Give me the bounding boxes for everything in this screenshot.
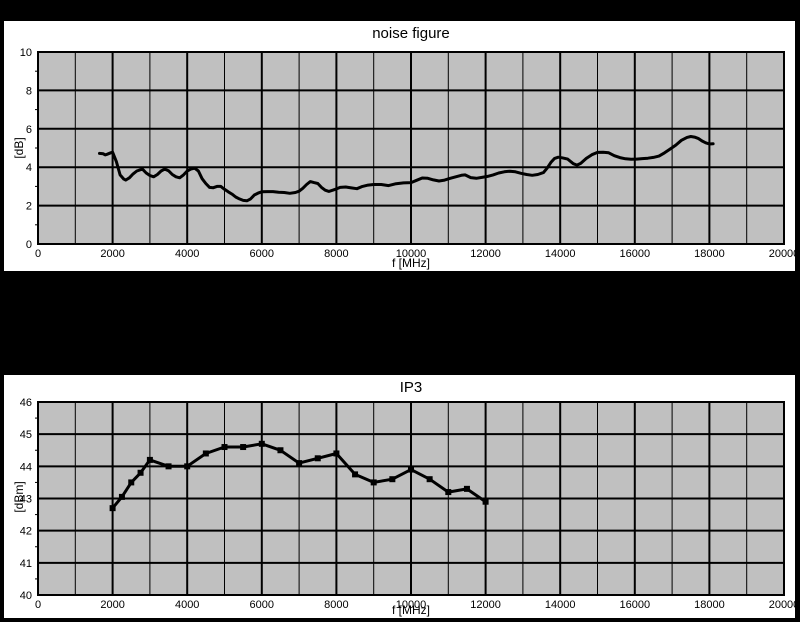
data-line-noise-figure xyxy=(98,135,715,203)
x-tick-label: 6000 xyxy=(250,599,274,611)
data-point-marker xyxy=(277,447,284,454)
y-tick-label: 4 xyxy=(26,162,32,174)
data-point-marker xyxy=(352,471,359,478)
data-point-marker xyxy=(165,463,172,470)
data-point-marker xyxy=(296,460,303,467)
data-point-marker xyxy=(184,463,191,470)
x-tick-label: 2000 xyxy=(100,599,124,611)
y-tick-label: 45 xyxy=(20,429,32,441)
y-tick-label: 2 xyxy=(26,201,32,213)
data-point-marker xyxy=(258,440,265,447)
data-point-marker xyxy=(445,489,452,496)
x-tick-label: 14000 xyxy=(545,248,576,260)
x-tick-label: 0 xyxy=(35,248,41,260)
y-tick-label: 41 xyxy=(20,558,32,570)
data-point-marker xyxy=(463,485,470,492)
x-tick-label: 20000 xyxy=(769,248,800,260)
y-tick-label: 40 xyxy=(20,590,32,602)
x-tick-label: 8000 xyxy=(324,248,348,260)
y-tick-label: 8 xyxy=(26,85,32,97)
ip3-x-axis-label: f [MHz] xyxy=(392,603,430,617)
data-point-marker xyxy=(221,444,228,451)
x-tick-label: 14000 xyxy=(545,599,576,611)
data-point-marker xyxy=(426,476,433,483)
data-point-marker xyxy=(118,493,125,500)
x-tick-label: 4000 xyxy=(175,599,199,611)
data-point-marker xyxy=(408,466,414,473)
x-tick-label: 6000 xyxy=(250,248,274,260)
x-tick-label: 10000 xyxy=(396,248,427,260)
noise-figure-chart: 0 2 4 6 8 10 0 2000 4000 6000 8000 10000 12000 14000 1… xyxy=(20,47,800,260)
y-tick-label: 10 xyxy=(20,47,32,59)
data-point-marker xyxy=(137,469,144,476)
noise-figure-panel: noise figure [dB] 0 2 4 6 8 10 0 2000 4000 6000 80… xyxy=(4,21,800,271)
data-point-marker xyxy=(240,444,247,451)
x-tick-label: 2000 xyxy=(100,248,124,260)
plot-frame xyxy=(37,51,785,245)
ip3-title: IP3 xyxy=(399,379,423,396)
x-tick-label: 16000 xyxy=(620,248,651,260)
x-tick-label: 12000 xyxy=(470,599,501,611)
plot-frame xyxy=(37,401,785,596)
ip3-chart: 40 41 42 43 44 45 46 0 2000 4000 6000 8000 10000 1200… xyxy=(20,397,800,611)
noise-figure-x-axis-label: f [MHz] xyxy=(392,256,430,270)
y-tick-label: 42 xyxy=(20,526,32,538)
x-tick-label: 16000 xyxy=(620,599,651,611)
data-point-marker xyxy=(333,450,340,457)
data-point-marker xyxy=(128,479,135,486)
y-tick-label: 6 xyxy=(26,124,32,136)
data-point-marker xyxy=(482,498,489,505)
data-point-marker xyxy=(314,455,321,462)
data-point-marker xyxy=(202,450,209,457)
data-point-marker xyxy=(389,476,396,483)
x-tick-label: 8000 xyxy=(324,599,348,611)
x-tick-label: 12000 xyxy=(470,248,501,260)
data-point-marker xyxy=(109,505,116,512)
x-tick-label: 18000 xyxy=(694,599,725,611)
x-tick-label: 0 xyxy=(35,599,41,611)
data-point-marker xyxy=(146,456,153,463)
data-point-marker xyxy=(370,479,377,486)
ip3-panel: IP3 [dBm] 40 41 42 43 44 45 46 0 2000 4000 6000 800… xyxy=(4,375,800,618)
x-tick-label: 10000 xyxy=(396,599,427,611)
x-tick-label: 18000 xyxy=(694,248,725,260)
x-tick-label: 20000 xyxy=(769,599,800,611)
y-tick-label: 43 xyxy=(20,494,32,506)
y-tick-label: 46 xyxy=(20,397,32,409)
y-tick-label: 44 xyxy=(20,461,32,473)
y-tick-label: 0 xyxy=(26,239,32,251)
noise-figure-title: noise figure xyxy=(372,25,450,42)
x-tick-label: 4000 xyxy=(175,248,199,260)
